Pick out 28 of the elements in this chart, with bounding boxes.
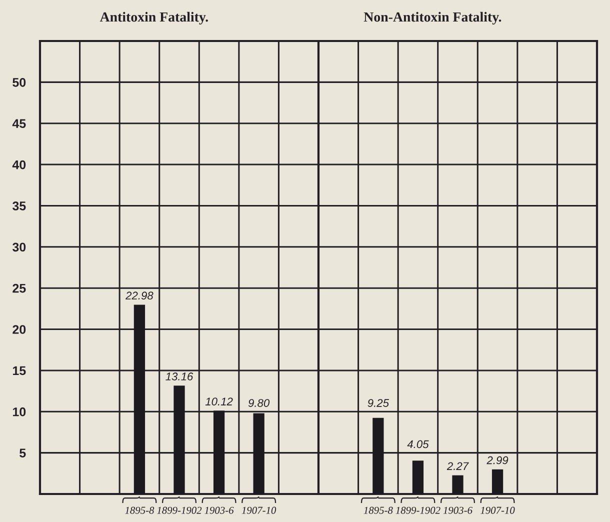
x-tick-label: 1895-8 xyxy=(125,506,154,514)
y-tick-label: 35 xyxy=(12,202,26,210)
y-tick-label: 45 xyxy=(12,119,26,128)
data-label: 2.99 xyxy=(486,456,508,464)
y-tick-label: 20 xyxy=(12,325,26,334)
data-label: 9.80 xyxy=(248,399,270,407)
chart-title: Non-Antitoxin Fatality. xyxy=(364,12,502,25)
y-tick-label: 30 xyxy=(12,242,26,252)
x-tick-label: 1895-8 xyxy=(364,506,393,514)
y-tick-label: 50 xyxy=(12,78,26,87)
x-tick-label: 1903-6 xyxy=(443,506,472,514)
data-label: 13.16 xyxy=(166,372,194,380)
x-tick-label: 1899-1902 xyxy=(157,506,202,514)
y-tick-label: 5 xyxy=(20,448,26,458)
chart-title: Antitoxin Fatality. xyxy=(100,12,208,25)
data-label: 10.12 xyxy=(205,398,233,406)
y-tick-label: 40 xyxy=(12,160,26,170)
x-tick-label: 1899-1902 xyxy=(396,506,440,514)
y-tick-label: 15 xyxy=(12,366,26,376)
x-tick-label: 1907-10 xyxy=(480,506,515,514)
y-tick-label: 10 xyxy=(12,407,26,416)
y-tick-label: 25 xyxy=(12,284,26,293)
data-label: 22.98 xyxy=(125,292,154,300)
data-label: 2.27 xyxy=(446,462,469,470)
x-tick-label: 1903-6 xyxy=(204,506,234,514)
data-label: 4.05 xyxy=(407,440,429,448)
x-tick-label: 1907-10 xyxy=(242,506,276,514)
data-label: 9.25 xyxy=(368,399,390,407)
